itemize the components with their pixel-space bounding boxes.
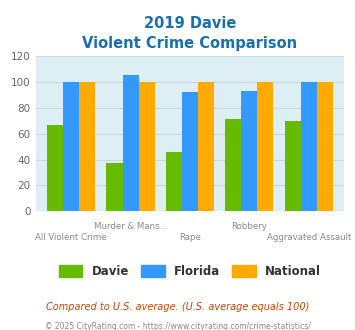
Text: © 2025 CityRating.com - https://www.cityrating.com/crime-statistics/: © 2025 CityRating.com - https://www.city…: [45, 322, 310, 330]
Bar: [257, 82, 273, 211]
Text: Robbery: Robbery: [231, 222, 267, 231]
Text: Compared to U.S. average. (U.S. average equals 100): Compared to U.S. average. (U.S. average …: [46, 302, 309, 312]
Bar: [198, 82, 214, 211]
Text: Murder & Mans...: Murder & Mans...: [94, 222, 167, 231]
Text: Rape: Rape: [179, 233, 201, 242]
Bar: [285, 121, 301, 211]
Bar: [79, 82, 95, 211]
Bar: [166, 152, 182, 211]
Bar: [225, 119, 241, 211]
Bar: [317, 82, 333, 211]
Bar: [301, 82, 317, 211]
Bar: [138, 82, 154, 211]
Bar: [241, 91, 257, 211]
Title: 2019 Davie
Violent Crime Comparison: 2019 Davie Violent Crime Comparison: [82, 16, 297, 51]
Text: Aggravated Assault: Aggravated Assault: [267, 233, 351, 242]
Bar: [122, 76, 138, 211]
Bar: [106, 163, 122, 211]
Bar: [182, 92, 198, 211]
Text: All Violent Crime: All Violent Crime: [36, 233, 107, 242]
Bar: [47, 125, 63, 211]
Legend: Davie, Florida, National: Davie, Florida, National: [54, 260, 326, 283]
Bar: [63, 82, 79, 211]
